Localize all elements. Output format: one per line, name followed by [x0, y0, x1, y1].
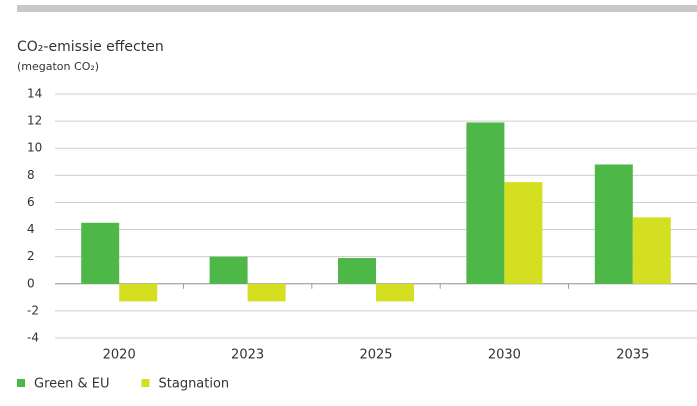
y-tick-label: -4 [27, 331, 39, 345]
y-tick-label: 14 [27, 87, 42, 101]
y-tick-label: 0 [27, 276, 35, 290]
legend-swatch [141, 379, 150, 387]
bar [594, 164, 633, 284]
bar [119, 283, 158, 302]
x-tick-label: 2030 [488, 348, 521, 363]
y-tick-label: 8 [27, 168, 35, 182]
y-tick-label: 12 [27, 114, 42, 128]
bar [247, 283, 286, 302]
y-tick-label: 10 [27, 141, 42, 155]
x-tick-label: 2025 [359, 348, 392, 363]
bar [632, 217, 671, 284]
y-tick-label: -2 [27, 303, 39, 317]
header-bar [17, 5, 697, 12]
x-tick-label: 2023 [231, 348, 264, 363]
x-tick-label: 2020 [103, 348, 136, 363]
bar [504, 182, 543, 284]
y-tick-label: 4 [27, 222, 35, 236]
legend-label: Green & EU [34, 377, 110, 392]
bar [376, 283, 414, 302]
bar [81, 222, 120, 284]
bar [338, 258, 376, 284]
x-tick-label: 2035 [616, 348, 649, 363]
legend-swatch [17, 379, 25, 387]
y-tick-label: 6 [27, 195, 35, 209]
bar [466, 122, 505, 284]
y-tick-label: 2 [27, 249, 35, 263]
chart-title: CO₂-emissie effecten [17, 39, 164, 55]
chart-subtitle: (megaton CO₂) [17, 60, 99, 73]
legend-label: Stagnation [159, 377, 230, 392]
bar [209, 256, 248, 284]
